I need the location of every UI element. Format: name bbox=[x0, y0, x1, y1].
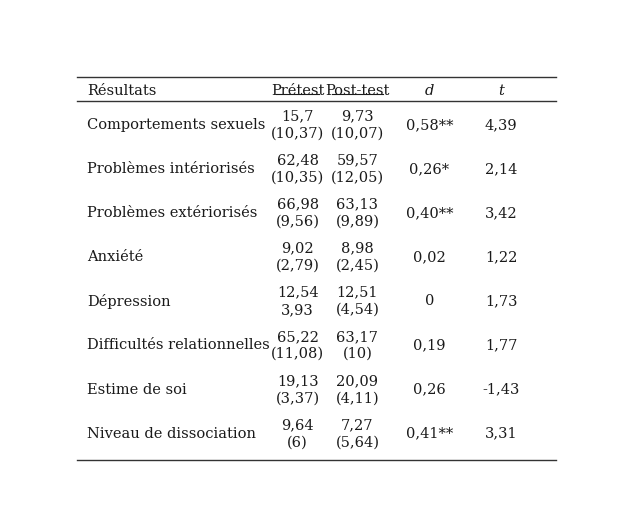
Text: 63,17
(10): 63,17 (10) bbox=[336, 330, 378, 361]
Text: 3,42: 3,42 bbox=[485, 206, 517, 220]
Text: 0,02: 0,02 bbox=[413, 250, 446, 264]
Text: 4,39: 4,39 bbox=[485, 118, 517, 132]
Text: 9,64
(6): 9,64 (6) bbox=[281, 418, 314, 449]
Text: 59,57
(12,05): 59,57 (12,05) bbox=[331, 153, 384, 185]
Text: -1,43: -1,43 bbox=[483, 383, 520, 397]
Text: 66,98
(9,56): 66,98 (9,56) bbox=[276, 197, 320, 229]
Text: Problèmes extériorisés: Problèmes extériorisés bbox=[87, 206, 257, 220]
Text: 9,73
(10,07): 9,73 (10,07) bbox=[331, 109, 384, 140]
Text: Résultats: Résultats bbox=[87, 84, 156, 98]
Text: Niveau de dissociation: Niveau de dissociation bbox=[87, 426, 256, 441]
Text: 0,40**: 0,40** bbox=[405, 206, 453, 220]
Text: 62,48
(10,35): 62,48 (10,35) bbox=[271, 153, 324, 185]
Text: Problèmes intériorisés: Problèmes intériorisés bbox=[87, 162, 255, 176]
Text: Comportements sexuels: Comportements sexuels bbox=[87, 118, 265, 132]
Text: 0,26*: 0,26* bbox=[409, 162, 449, 176]
Text: 15,7
(10,37): 15,7 (10,37) bbox=[271, 109, 324, 140]
Text: 0: 0 bbox=[425, 294, 434, 309]
Text: 1,73: 1,73 bbox=[485, 294, 517, 309]
Text: 12,51
(4,54): 12,51 (4,54) bbox=[336, 286, 379, 317]
Text: 65,22
(11,08): 65,22 (11,08) bbox=[271, 330, 324, 361]
Text: Anxiété: Anxiété bbox=[87, 250, 143, 264]
Text: 2,14: 2,14 bbox=[485, 162, 517, 176]
Text: 12,54
3,93: 12,54 3,93 bbox=[277, 286, 318, 317]
Text: Prétest: Prétest bbox=[271, 84, 324, 98]
Text: Estime de soi: Estime de soi bbox=[87, 383, 187, 397]
Text: 0,26: 0,26 bbox=[413, 383, 446, 397]
Text: Difficultés relationnelles: Difficultés relationnelles bbox=[87, 338, 269, 352]
Text: 7,27
(5,64): 7,27 (5,64) bbox=[336, 418, 379, 449]
Text: 0,19: 0,19 bbox=[413, 338, 446, 352]
Text: Post-test: Post-test bbox=[325, 84, 389, 98]
Text: 3,31: 3,31 bbox=[485, 426, 517, 441]
Text: 8,98
(2,45): 8,98 (2,45) bbox=[336, 242, 379, 273]
Text: 0,41**: 0,41** bbox=[405, 426, 453, 441]
Text: 63,13
(9,89): 63,13 (9,89) bbox=[336, 197, 379, 229]
Text: t: t bbox=[498, 84, 504, 98]
Text: 0,58**: 0,58** bbox=[405, 118, 453, 132]
Text: 20,09
(4,11): 20,09 (4,11) bbox=[336, 374, 379, 405]
Text: Dépression: Dépression bbox=[87, 294, 171, 309]
Text: 19,13
(3,37): 19,13 (3,37) bbox=[276, 374, 320, 405]
Text: 9,02
(2,79): 9,02 (2,79) bbox=[276, 242, 320, 273]
Text: 1,77: 1,77 bbox=[485, 338, 517, 352]
Text: 1,22: 1,22 bbox=[485, 250, 517, 264]
Text: d: d bbox=[425, 84, 434, 98]
